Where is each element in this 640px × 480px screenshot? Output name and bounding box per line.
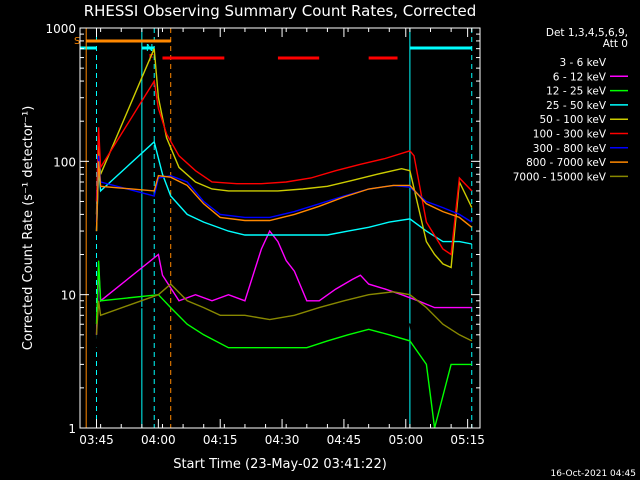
x-tick-label: 04:45 <box>327 433 362 447</box>
series-line-9 <box>95 283 473 342</box>
series-line-6 <box>95 79 473 256</box>
legend-entry-label: 7000 - 15000 keV <box>513 171 607 183</box>
saa-label: S <box>74 36 80 47</box>
legend-entry-label: 800 - 7000 keV <box>526 157 607 169</box>
x-tick-label: 04:00 <box>141 433 176 447</box>
x-axis-label: Start Time (23-May-02 03:41:22) <box>173 457 387 472</box>
night-label: N <box>146 43 153 54</box>
x-tick-label: 05:00 <box>388 433 423 447</box>
legend-entry-label: 300 - 800 keV <box>533 143 607 155</box>
series-line-4 <box>95 140 472 245</box>
y-tick-label: 10 <box>61 289 76 303</box>
series-line-5 <box>95 48 473 269</box>
x-tick-label: 04:30 <box>265 433 300 447</box>
legend-entry-label: 6 - 12 keV <box>553 71 607 83</box>
y-axis-label: Corrected Count Rate (s⁻¹ detector⁻¹) <box>21 106 36 351</box>
footer-date: 16-Oct-2021 04:45 <box>551 469 636 479</box>
legend-entry-label: 12 - 25 keV <box>546 86 607 98</box>
x-tick-label: 03:45 <box>79 433 114 447</box>
legend-entry-label: 25 - 50 keV <box>546 100 607 112</box>
y-tick-label: 1 <box>68 422 76 436</box>
y-tick-label: 1000 <box>45 22 76 36</box>
series-line-3 <box>95 260 472 429</box>
legend-header-line: Det 1,3,4,5,6,9, <box>546 27 628 39</box>
legend-entry-label: 50 - 100 keV <box>539 114 606 126</box>
flare-label: F <box>148 53 154 64</box>
chart-title: RHESSI Observing Summary Count Rates, Co… <box>84 2 477 20</box>
plot-frame <box>79 27 481 429</box>
series-line-8 <box>95 161 473 232</box>
y-tick-label: 100 <box>53 155 76 169</box>
legend: Det 1,3,4,5,6,9,Att 0 3 - 6 keV 6 - 12 keV… <box>513 27 628 183</box>
x-tick-label: 04:15 <box>203 433 238 447</box>
series-line-1 <box>95 275 436 391</box>
legend-entry-label: 3 - 6 keV <box>559 57 606 69</box>
x-tick-label: 05:15 <box>450 433 485 447</box>
legend-header-line: Att 0 <box>603 38 628 50</box>
legend-entry-label: 100 - 300 keV <box>533 129 607 141</box>
plot-area: S NF 1 10 100 1000 03:45 04:00 04:15 04:30 04:45 05… <box>45 22 484 447</box>
